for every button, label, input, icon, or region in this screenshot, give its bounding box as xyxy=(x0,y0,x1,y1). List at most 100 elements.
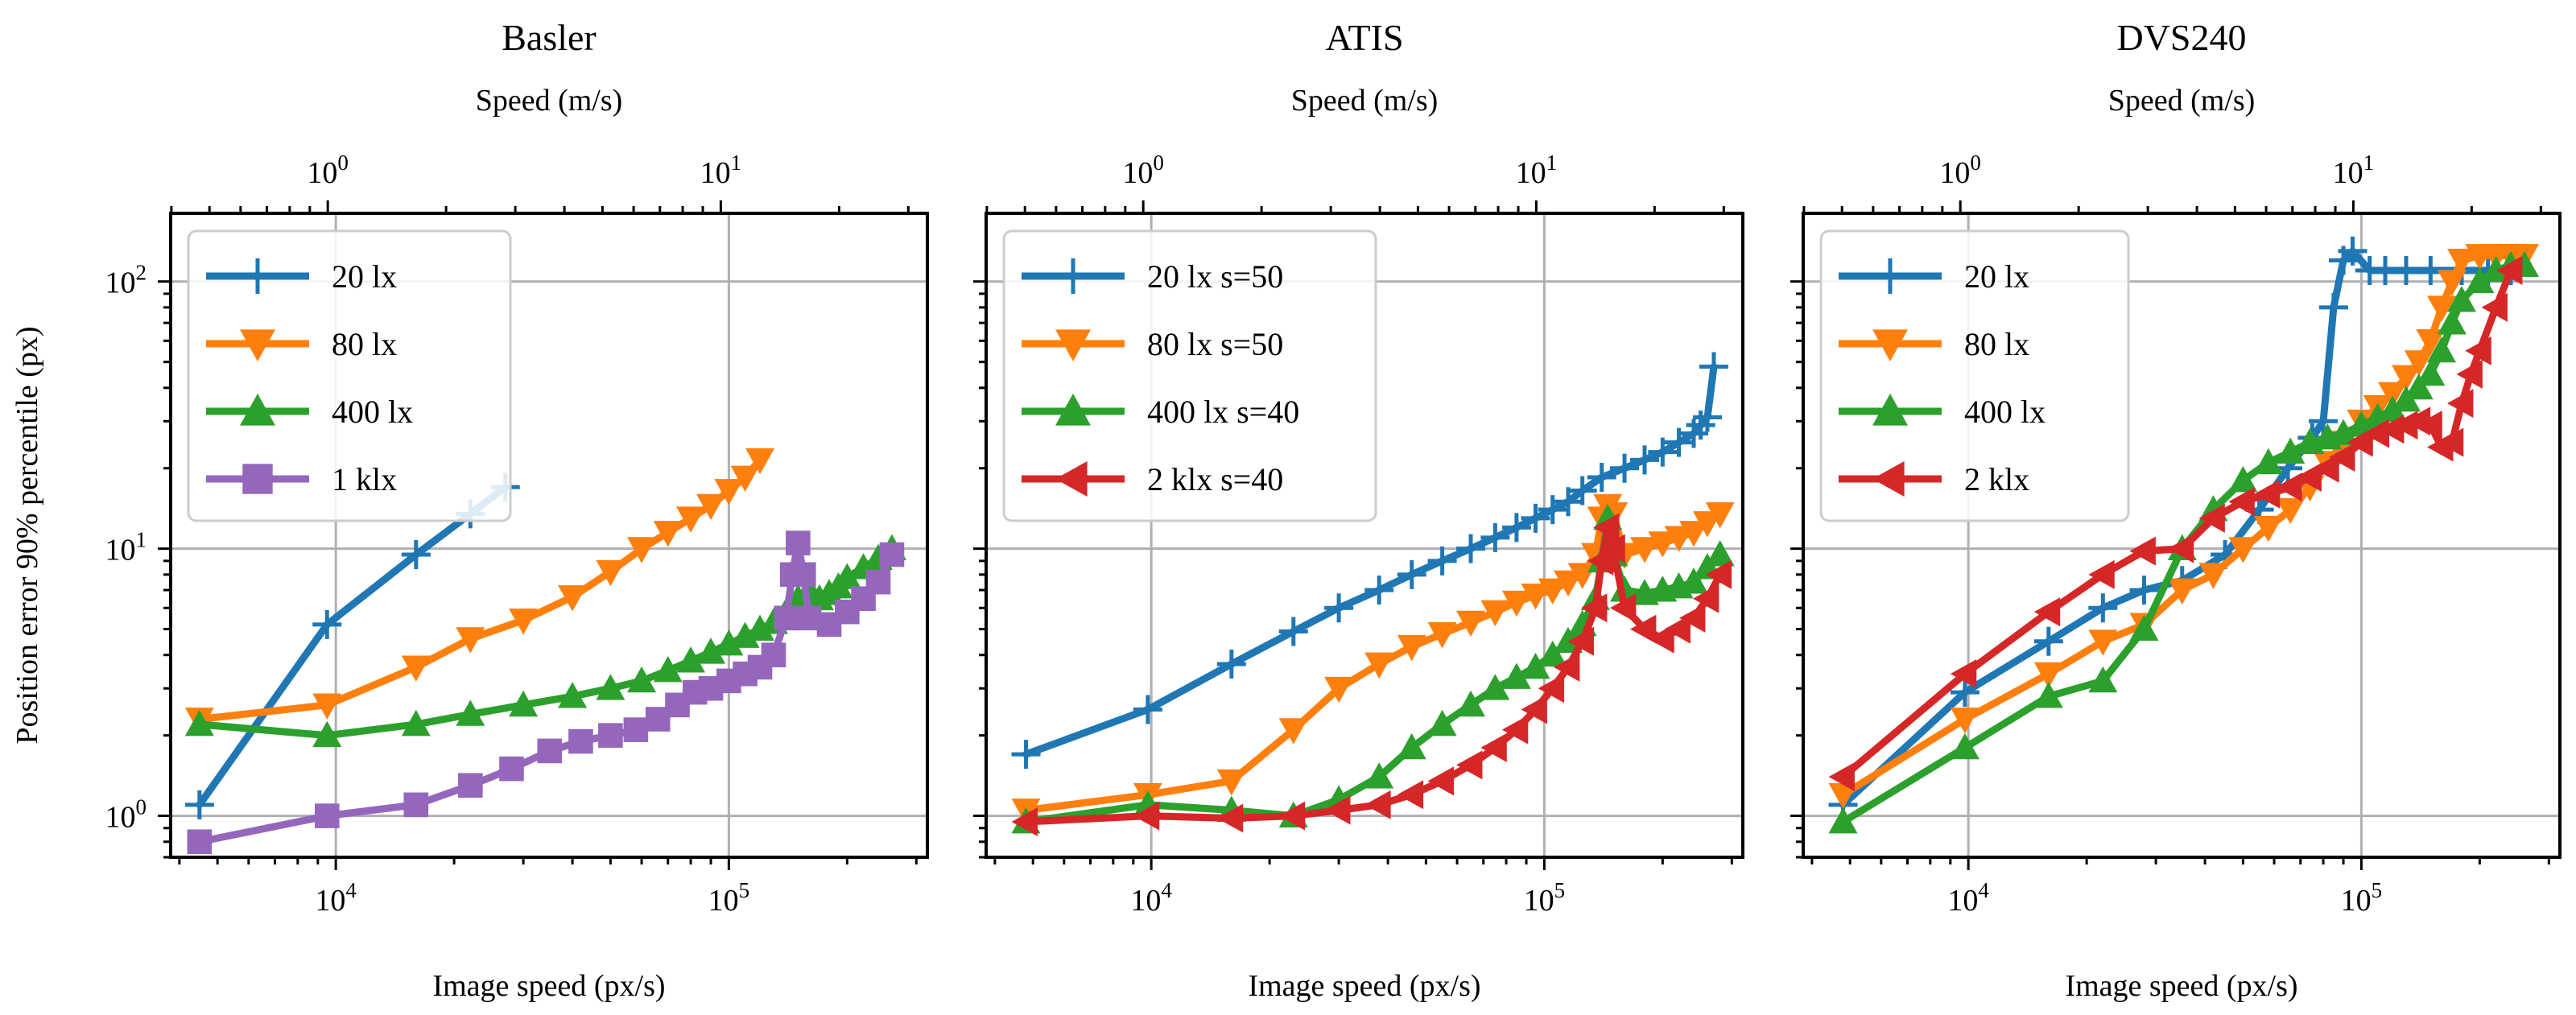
legend-marker xyxy=(1055,329,1091,361)
data-point xyxy=(1501,715,1529,745)
data-point xyxy=(1828,782,1858,810)
data-point xyxy=(2427,295,2457,322)
data-point xyxy=(2313,453,2339,483)
chart-panel-basler: 104 105 100 101 102 100 101 Basler Speed (m/s) Im… xyxy=(105,17,929,1003)
data-point xyxy=(1427,709,1457,736)
legend-marker xyxy=(240,394,275,426)
data-point xyxy=(2033,597,2061,627)
data-point xyxy=(627,666,657,693)
x2-tick-label: 100 xyxy=(307,151,349,190)
x-tick-label: 104 xyxy=(1130,878,1172,918)
series-layer xyxy=(1011,352,1735,836)
data-point xyxy=(187,829,213,855)
x2-tick-label: 101 xyxy=(700,151,742,190)
data-point xyxy=(456,699,485,726)
data-point xyxy=(2329,442,2355,472)
data-point xyxy=(1581,593,1608,623)
x-axis-label: Image speed (px/s) xyxy=(1248,969,1480,1003)
x-tick-label: 105 xyxy=(1524,878,1566,918)
data-point xyxy=(1480,674,1510,700)
data-point xyxy=(2427,336,2457,363)
data-point xyxy=(1480,732,1507,762)
data-point xyxy=(1587,546,1614,576)
data-point xyxy=(401,709,431,736)
data-point xyxy=(786,530,811,555)
legend-label: 20 lx s=50 xyxy=(1147,258,1283,295)
data-point xyxy=(761,642,786,668)
legend-label: 1 klx xyxy=(332,461,397,497)
data-point xyxy=(184,790,214,819)
data-point xyxy=(2437,427,2464,457)
data-point xyxy=(2198,563,2228,589)
data-point xyxy=(2465,266,2495,294)
y-tick-label: 102 xyxy=(105,261,147,300)
data-point xyxy=(2129,614,2159,641)
data-point xyxy=(2416,328,2446,356)
data-point xyxy=(2253,479,2281,509)
data-point xyxy=(1364,790,1391,819)
chart-title: ATIS xyxy=(1325,17,1403,58)
data-point xyxy=(1521,503,1550,533)
data-point xyxy=(1501,662,1531,689)
data-point xyxy=(558,585,588,612)
legend-label: 400 lx xyxy=(1964,394,2046,430)
data-point xyxy=(774,605,799,631)
data-point xyxy=(696,637,726,664)
data-point xyxy=(596,559,625,587)
data-point xyxy=(676,646,706,673)
data-point xyxy=(2167,534,2194,563)
data-point xyxy=(1664,614,1690,644)
data-point xyxy=(1364,652,1394,679)
data-point xyxy=(1699,352,1728,382)
data-point xyxy=(2088,559,2115,589)
legend: 20 lx 80 lx 400 lx 2 klx xyxy=(1819,229,2130,522)
data-point xyxy=(2465,336,2491,365)
data-point xyxy=(1397,559,1426,589)
data-point xyxy=(1610,593,1637,623)
data-point xyxy=(1950,659,1977,689)
data-point xyxy=(2437,308,2467,335)
data-point xyxy=(2347,411,2376,437)
data-point xyxy=(1630,537,1660,563)
chart-title: Basler xyxy=(502,17,597,58)
data-point xyxy=(1456,690,1486,717)
data-point xyxy=(1324,593,1354,623)
data-point xyxy=(568,728,593,754)
data-point xyxy=(312,609,342,639)
legend-label: 2 klx s=40 xyxy=(1147,461,1283,497)
data-point xyxy=(1278,617,1308,646)
data-point xyxy=(791,562,816,588)
data-point xyxy=(2447,389,2474,419)
data-point xyxy=(598,723,623,748)
data-point xyxy=(623,717,649,742)
data-point xyxy=(1427,766,1455,796)
data-point xyxy=(1278,718,1308,745)
y-tick-label: 100 xyxy=(105,795,147,835)
data-point xyxy=(1950,732,1979,760)
data-point xyxy=(312,693,342,720)
legend-label: 20 lx xyxy=(1964,258,2029,295)
data-point xyxy=(1521,652,1550,679)
legend-marker xyxy=(1872,461,1905,497)
data-point xyxy=(1679,567,1709,594)
data-point xyxy=(1692,402,1722,432)
data-point xyxy=(312,720,342,748)
data-point xyxy=(676,506,706,533)
axes-frame xyxy=(169,212,929,859)
legend-label: 400 lx xyxy=(332,394,413,430)
data-point xyxy=(509,609,539,635)
data-point xyxy=(2404,373,2434,400)
legend-label: 80 lx xyxy=(332,326,397,362)
data-point xyxy=(1278,801,1306,831)
data-point xyxy=(1950,708,1979,734)
x-tick-label: 104 xyxy=(315,878,357,918)
data-point xyxy=(2404,350,2434,377)
data-point xyxy=(403,792,429,818)
data-point xyxy=(2276,437,2306,464)
x-tick-label: 105 xyxy=(2341,878,2383,918)
data-point xyxy=(2276,472,2302,502)
data-point xyxy=(1554,652,1580,682)
data-point xyxy=(1630,445,1660,475)
data-point xyxy=(2392,255,2421,285)
data-point xyxy=(2447,249,2477,275)
